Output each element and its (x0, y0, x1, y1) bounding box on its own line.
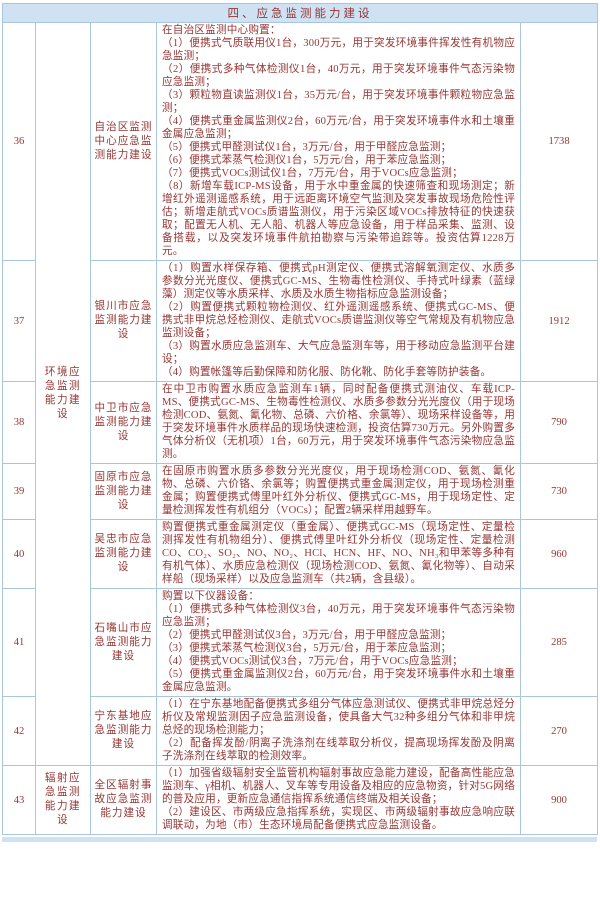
amount-cell: 285 (519, 588, 599, 697)
section-title: 四、应急监测能力建设 (1, 3, 599, 23)
description-cell: 购置以下仪器设备： （1）便携式多种气体检测仪3台，40万元，用于突发环境事件气… (156, 588, 521, 697)
table-row: 37 银川市应急监测能力建设 （1）购置水样保存箱、便携式pH测定仪、便携式溶解… (2, 260, 599, 382)
description-cell: 在中卫市购置水质应急监测车1辆，同时配备便携式测油仪、车载ICP-MS、便携式G… (156, 381, 521, 464)
amount-cell: 960 (519, 519, 599, 589)
next-section-strip (2, 837, 597, 842)
description-cell: （1）购置水样保存箱、便携式pH测定仪、便携式溶解氧测定仪、水质多参数分光光度仪… (156, 260, 521, 382)
project-name-cell: 吴忠市应急监测能力建设 (90, 519, 157, 589)
table-row: 41 石嘴山市应急监测能力建设 购置以下仪器设备： （1）便携式多种气体检测仪3… (2, 588, 599, 697)
amount-cell: 790 (519, 381, 599, 464)
description-cell: 购置便携式重金属测定仪（重金属）、便携式GC-MS（现场定性、定量检测挥发性有机… (156, 519, 521, 589)
project-name-cell: 固原市应急监测能力建设 (90, 463, 157, 520)
description-cell: （1）在宁东基地配备便携式多组分气体应急测试仪、便携式非甲烷总烃分析仪及常规监测… (156, 696, 521, 766)
row-number-cell: 39 (2, 463, 36, 520)
row-number-cell: 38 (2, 381, 36, 464)
row-number-cell: 43 (2, 765, 36, 835)
description-cell: （1）加强省级辐射安全监管机构辐射事故应急能力建设，配备高性能应急监测车、γ相机… (156, 765, 521, 835)
emergency-monitoring-table: 四、应急监测能力建设 36 环境应急监测能力建设 自治区监测中心应急监测能力建设… (1, 3, 599, 835)
category-cell: 环境应急监测能力建设 (35, 22, 91, 766)
project-name-cell: 银川市应急监测能力建设 (90, 260, 157, 382)
row-number-cell: 36 (2, 22, 36, 261)
category-cell: 辐射应急监测能力建设 (35, 765, 91, 835)
section-header-row: 四、应急监测能力建设 (1, 3, 599, 23)
row-number-cell: 37 (2, 260, 36, 382)
row-number-cell: 40 (2, 519, 36, 589)
amount-cell: 1912 (519, 260, 599, 382)
amount-cell: 900 (519, 765, 599, 835)
amount-cell: 730 (519, 463, 599, 520)
table-row: 39 固原市应急监测能力建设 在固原市购置水质多参数分光光度仪，用于现场检测CO… (2, 463, 599, 520)
table-row: 42 宁东基地应急监测能力建设 （1）在宁东基地配备便携式多组分气体应急测试仪、… (2, 696, 599, 766)
project-name-cell: 全区辐射事故应急监测能力建设 (90, 765, 157, 835)
amount-cell: 1738 (519, 22, 599, 261)
row-number-cell: 41 (2, 588, 36, 697)
amount-cell: 270 (519, 696, 599, 766)
table-row: 40 吴忠市应急监测能力建设 购置便携式重金属测定仪（重金属）、便携式GC-MS… (2, 519, 599, 589)
project-name-cell: 宁东基地应急监测能力建设 (90, 696, 157, 766)
row-number-cell: 42 (2, 696, 36, 766)
project-name-cell: 石嘴山市应急监测能力建设 (90, 588, 157, 697)
project-name-cell: 自治区监测中心应急监测能力建设 (90, 22, 157, 261)
project-name-cell: 中卫市应急监测能力建设 (90, 381, 157, 464)
description-cell: 在固原市购置水质多参数分光光度仪，用于现场检测COD、氨氮、氰化物、总磷、六价铬… (156, 463, 521, 520)
table-row: 43 辐射应急监测能力建设 全区辐射事故应急监测能力建设 （1）加强省级辐射安全… (2, 765, 599, 835)
table-row: 38 中卫市应急监测能力建设 在中卫市购置水质应急监测车1辆，同时配备便携式测油… (2, 381, 599, 464)
description-cell: 在自治区监测中心购置： （1）便携式气质联用仪1台，300万元，用于突发环境事件… (156, 22, 521, 261)
table-row: 36 环境应急监测能力建设 自治区监测中心应急监测能力建设 在自治区监测中心购置… (2, 22, 599, 766)
